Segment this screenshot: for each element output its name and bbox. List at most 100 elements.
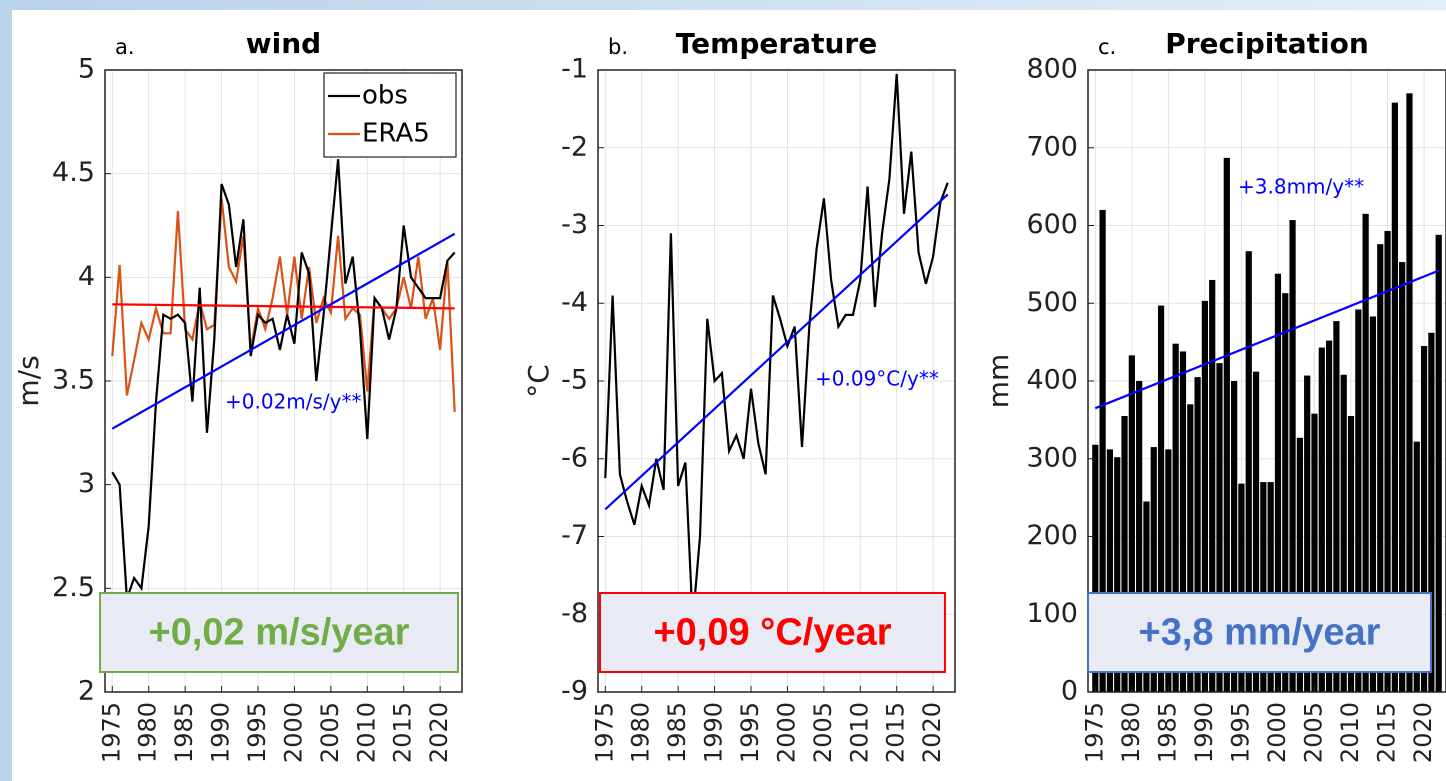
- axes-box: [597, 69, 956, 693]
- highlight-box: [1087, 592, 1432, 673]
- bar: [1187, 404, 1194, 692]
- bar: [1179, 351, 1187, 692]
- bar: [1355, 309, 1362, 692]
- trend-line: [604, 193, 949, 511]
- y-tick-label: 800: [1026, 54, 1078, 85]
- bar: [1223, 157, 1230, 692]
- x-tick-label: 2015: [882, 702, 910, 763]
- bar: [1157, 305, 1165, 692]
- x-tick-label: 1985: [1153, 702, 1181, 763]
- y-tick-label: 100: [1026, 598, 1078, 629]
- x-tick-label: 2015: [1373, 702, 1401, 763]
- bar: [1231, 381, 1238, 692]
- bar: [1209, 279, 1216, 692]
- chart-title: Temperature: [676, 27, 877, 60]
- legend-label: ERA5: [362, 119, 430, 149]
- highlight-box: [599, 592, 946, 673]
- bar: [1296, 437, 1303, 692]
- x-tick-label: 1975: [97, 702, 125, 763]
- x-tick-label: 1985: [170, 702, 198, 763]
- y-tick-label: 4.5: [52, 157, 95, 188]
- bar: [1260, 482, 1267, 692]
- axes-box: [104, 69, 463, 693]
- bar: [1172, 343, 1179, 692]
- chart-title: Precipitation: [1165, 27, 1369, 60]
- bar: [1304, 375, 1311, 692]
- bar: [1274, 273, 1282, 692]
- bar: [1340, 374, 1347, 692]
- y-axis-label: m/s: [12, 355, 45, 406]
- bar: [1106, 449, 1114, 692]
- annotation: +3.8mm/y**: [1238, 175, 1364, 199]
- bar: [1413, 441, 1420, 692]
- x-tick-label: 1975: [590, 702, 618, 763]
- y-tick-label: 3.5: [52, 365, 95, 396]
- x-tick-label: 2000: [1263, 702, 1291, 763]
- highlight-text: +0,02 m/s/year: [149, 612, 410, 654]
- bar: [1318, 347, 1325, 692]
- y-tick-label: 500: [1026, 287, 1078, 318]
- x-tick-label: 2010: [845, 702, 873, 763]
- bar: [1216, 363, 1223, 692]
- bar: [1194, 377, 1201, 692]
- y-axis-label: °C: [522, 364, 555, 398]
- bar: [1369, 316, 1377, 692]
- bar: [1325, 340, 1333, 692]
- y-tick-label: -5: [561, 365, 588, 396]
- x-tick-label: 2015: [389, 702, 417, 763]
- bar: [1245, 251, 1252, 692]
- x-tick-label: 1995: [243, 702, 271, 763]
- x-tick-label: 1980: [1117, 702, 1145, 763]
- y-tick-label: -9: [561, 676, 588, 707]
- bar: [1420, 346, 1428, 692]
- highlight-text: +3,8 mm/year: [1139, 612, 1381, 654]
- legend-box: [323, 72, 457, 158]
- bar: [1377, 244, 1384, 692]
- x-tick-label: 1995: [1226, 702, 1254, 763]
- bar: [1428, 332, 1435, 692]
- x-tick-label: 2000: [772, 702, 800, 763]
- trend-line: [112, 303, 455, 310]
- bar: [1114, 457, 1121, 692]
- y-tick-label: -6: [561, 442, 588, 473]
- plot: [598, 70, 955, 692]
- trend-line: [111, 232, 456, 430]
- x-tick-label: 1980: [627, 702, 655, 763]
- y-tick-label: 4: [78, 261, 95, 292]
- y-tick-label: 5: [78, 54, 95, 85]
- y-tick-label: -7: [561, 520, 588, 551]
- y-tick-label: 600: [1026, 209, 1078, 240]
- bar: [1289, 220, 1296, 692]
- y-tick-label: 400: [1026, 365, 1078, 396]
- legend-label: obs: [362, 81, 408, 111]
- bar: [1128, 355, 1135, 692]
- bar: [1333, 321, 1340, 692]
- y-tick-label: -1: [561, 54, 588, 85]
- axes-box: [1087, 69, 1446, 693]
- annotation: +0.09°C/y**: [815, 367, 939, 391]
- y-tick-label: 3: [78, 468, 95, 499]
- x-tick-label: 1990: [207, 702, 235, 763]
- bar: [1201, 300, 1209, 692]
- plot: [1088, 70, 1446, 692]
- trend-line: [1094, 269, 1440, 410]
- bar: [1121, 415, 1128, 692]
- x-tick-label: 1990: [700, 702, 728, 763]
- y-tick-label: 700: [1026, 131, 1078, 162]
- x-tick-label: 2020: [425, 702, 453, 763]
- y-tick-label: 0: [1061, 676, 1078, 707]
- bar: [1399, 262, 1406, 692]
- y-tick-label: 200: [1026, 520, 1078, 551]
- bar: [1267, 482, 1274, 692]
- y-tick-label: 2.5: [52, 572, 95, 603]
- bar: [1435, 234, 1442, 692]
- x-tick-label: 2005: [316, 702, 344, 763]
- y-axis-label: mm: [982, 354, 1015, 409]
- x-tick-label: 1975: [1080, 702, 1108, 763]
- bar: [1391, 102, 1398, 692]
- panel-label: a.: [115, 35, 135, 59]
- x-tick-label: 1980: [134, 702, 162, 763]
- highlight-text: +0,09 °C/year: [653, 612, 891, 654]
